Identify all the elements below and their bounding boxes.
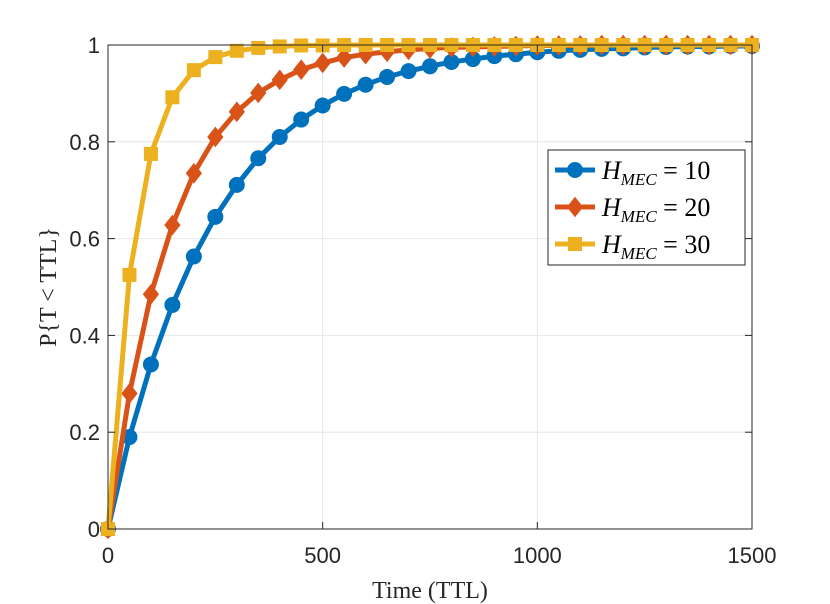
legend-item-1: HMEC = 10 — [555, 156, 710, 189]
series-1-point — [357, 76, 374, 93]
series-2-point — [207, 126, 224, 148]
x-tick-label: 1000 — [513, 543, 562, 568]
series-1-point — [142, 356, 159, 373]
legend-label-var: H — [601, 230, 622, 259]
series-3-point — [186, 63, 201, 78]
legend-label: HMEC = 20 — [601, 193, 710, 226]
series-1-point — [336, 85, 353, 102]
series-1-point — [250, 150, 267, 167]
series-2-point — [228, 101, 245, 123]
legend-label-var: H — [601, 156, 622, 185]
series-3-point — [272, 39, 287, 54]
series-1-point — [379, 68, 396, 85]
legend-label-subscript: MEC — [620, 207, 658, 226]
ticks: 0 500 1000 1500 0 0.2 0.4 0.6 0.8 1 — [69, 33, 776, 568]
legend-label-subscript: MEC — [620, 244, 658, 263]
legend-label: HMEC = 30 — [601, 230, 710, 263]
series-3-point — [208, 50, 223, 65]
y-tick-label: 0.8 — [69, 130, 100, 155]
x-axis-label: Time (TTL) — [372, 578, 488, 604]
series-2-point — [164, 214, 181, 236]
series-3-point — [143, 146, 158, 161]
legend-item-2: HMEC = 20 — [555, 193, 710, 226]
legend-swatch-marker — [568, 237, 582, 251]
series-3-point — [122, 267, 137, 282]
series-3-point — [251, 40, 266, 55]
series-2-point — [314, 52, 331, 74]
y-axis-label: P{T < TTL} — [36, 227, 62, 347]
x-tick-label: 1500 — [728, 543, 777, 568]
y-tick-label: 0.4 — [69, 323, 100, 348]
series-2-point — [293, 59, 310, 80]
plot-frame — [107, 44, 753, 530]
series-1-point — [422, 58, 438, 75]
legend-label-var: H — [601, 193, 622, 222]
series-1-point — [293, 111, 310, 128]
series-3-point — [229, 43, 244, 58]
legend-label-value: = 10 — [657, 156, 711, 185]
series-1-point — [207, 208, 224, 225]
legend-label-value: = 30 — [657, 230, 711, 259]
series-2-point — [121, 383, 138, 404]
legend-swatch-marker — [567, 162, 583, 178]
series-1-point — [314, 97, 331, 114]
series-2-point — [250, 82, 267, 104]
legend-label-value: = 20 — [657, 193, 711, 222]
series-2-point — [271, 69, 288, 91]
series-1-point — [185, 248, 202, 265]
legend-label-subscript: MEC — [620, 170, 658, 189]
y-tick-label: 0.2 — [69, 420, 100, 445]
series-2-point — [185, 162, 203, 184]
y-tick-label: 0.6 — [69, 227, 100, 252]
series-1-point — [271, 128, 288, 145]
series-1-point — [164, 296, 181, 313]
y-tick-label: 0 — [88, 517, 100, 542]
y-tick-label: 1 — [88, 33, 100, 58]
series-1-point — [228, 176, 245, 193]
legend-item-3: HMEC = 30 — [555, 230, 710, 263]
legend-swatch-marker — [566, 196, 584, 218]
series-1-point — [400, 63, 417, 80]
series-2-point — [142, 283, 160, 305]
x-tick-label: 0 — [102, 543, 114, 568]
series-2-point — [335, 47, 353, 68]
x-tick-label: 500 — [304, 543, 341, 568]
plot-area — [108, 45, 752, 529]
legend-label: HMEC = 10 — [601, 156, 710, 189]
series-3-point — [165, 90, 180, 105]
